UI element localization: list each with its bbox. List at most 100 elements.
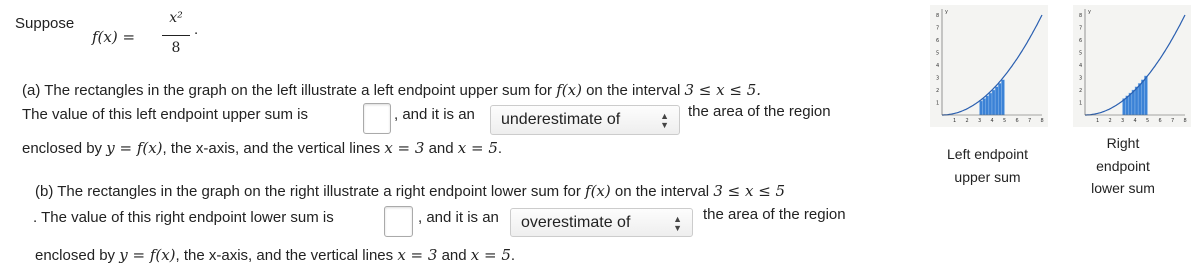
text: enclosed by: [22, 140, 107, 157]
part-a-line2-mid: , and it is an: [394, 106, 475, 123]
y-tick-label: 5: [1079, 51, 1082, 57]
y-tick-label: 1: [936, 101, 939, 107]
part-a-line2: The value of this left endpoint upper su…: [22, 106, 308, 123]
math: 3 ≤ x ≤ 5: [713, 182, 786, 200]
math: f(x): [585, 182, 611, 200]
text: and: [437, 247, 471, 264]
part-b-line2: . The value of this right endpoint lower…: [33, 209, 334, 226]
y-tick-label: 6: [1079, 38, 1082, 44]
text: , the x-axis, and the vertical lines: [162, 140, 385, 157]
sum-rectangle: [988, 92, 993, 116]
math: y = f(x): [106, 139, 163, 157]
caption-line: lower sum: [1091, 180, 1155, 196]
sum-rectangle: [1134, 86, 1139, 116]
graph-caption: Left endpoint upper sum: [925, 143, 1050, 188]
formula-lhs: f(x) =: [92, 28, 136, 46]
part-a-line1: (a) The rectangles in the graph on the l…: [22, 80, 761, 101]
x-tick-label: 3: [1121, 118, 1124, 124]
part-b-line1: (b) The rectangles in the graph on the r…: [35, 181, 785, 202]
math: x = 3: [384, 139, 425, 157]
sum-rectangle: [982, 98, 986, 116]
caption-line: Left endpoint: [947, 146, 1028, 162]
sum-rectangle: [1137, 83, 1142, 116]
formula-denominator: 8: [171, 40, 181, 56]
text: , the x-axis, and the vertical lines: [175, 247, 398, 264]
sum-rectangle: [998, 83, 1002, 116]
y-tick-label: 3: [936, 76, 939, 82]
math: y = f(x): [119, 246, 176, 264]
caption-line: Right: [1106, 135, 1140, 151]
y-tick-label: 8: [1079, 13, 1082, 19]
fraction-bar: [162, 35, 190, 36]
text: on the interval: [610, 183, 714, 200]
formula-end: .: [194, 21, 199, 38]
answer-input[interactable]: [384, 206, 413, 237]
x-tick-label: 2: [966, 118, 969, 124]
x-tick-label: 7: [1028, 118, 1031, 124]
part-b-line2-end: the area of the region: [703, 206, 846, 223]
y-tick-label: 3: [1079, 76, 1082, 82]
math: x = 3: [397, 246, 438, 264]
formula-numerator: x²: [169, 10, 183, 26]
text: and: [424, 140, 458, 157]
dropdown-arrows: ▲ ▼: [660, 111, 669, 130]
math: f(x): [556, 81, 582, 99]
text: .: [497, 140, 503, 157]
x-tick-label: 5: [1003, 118, 1006, 124]
x-tick-label: 5: [1146, 118, 1149, 124]
answer-input[interactable]: [363, 103, 391, 134]
x-tick-label: 1: [1096, 118, 1099, 124]
sum-rectangle: [991, 89, 996, 116]
x-tick-label: 6: [1159, 118, 1162, 124]
x-tick-label: 7: [1171, 118, 1174, 124]
y-tick-label: 2: [1079, 88, 1082, 94]
sum-rectangle: [1144, 75, 1148, 116]
y-tick-label: 4: [936, 63, 939, 69]
x-tick-label: 8: [1041, 118, 1044, 124]
math: x = 5: [470, 246, 511, 264]
sum-rectangle: [994, 86, 999, 116]
math: x = 5: [457, 139, 498, 157]
x-tick-label: 2: [1109, 118, 1112, 124]
part-b-line2-mid: , and it is an: [418, 209, 499, 226]
sum-rectangle: [979, 100, 983, 116]
dropdown[interactable]: overestimate of ▲ ▼: [510, 208, 693, 237]
sum-rectangle: [1001, 79, 1005, 116]
sum-rectangle: [1141, 79, 1145, 116]
curve: [942, 14, 1043, 116]
y-tick-label: 7: [936, 26, 939, 32]
y-tick-label: 2: [936, 88, 939, 94]
x-tick-label: 3: [978, 118, 981, 124]
dropdown[interactable]: underestimate of ▲ ▼: [490, 105, 680, 135]
part-a-line3: enclosed by y = f(x), the x-axis, and th…: [22, 138, 502, 159]
graph-thumbnail[interactable]: y 1 2 3 4 5 6 7 8 1 2 3 4 5 6 7 8: [1073, 5, 1191, 127]
text: (b) The rectangles in the graph on the r…: [35, 183, 586, 200]
x-tick-label: 1: [953, 118, 956, 124]
dropdown-value: overestimate of: [521, 214, 631, 231]
graph-thumbnail[interactable]: y 1 2 3 4 5 6 7 8 1 2 3 4 5 6 7 8: [930, 5, 1048, 127]
caption-line: upper sum: [954, 168, 1021, 185]
part-a-line2-end: the area of the region: [688, 103, 831, 120]
dropdown-arrows: ▲ ▼: [673, 214, 682, 233]
x-tick-label: 4: [991, 118, 994, 124]
text: (a) The rectangles in the graph on the l…: [22, 82, 557, 99]
axis-label: y: [1088, 9, 1091, 15]
dropdown-value: underestimate of: [501, 111, 621, 128]
y-tick-label: 4: [1079, 63, 1082, 69]
part-b-line3: enclosed by y = f(x), the x-axis, and th…: [35, 245, 515, 266]
y-tick-label: 7: [1079, 26, 1082, 32]
caption-line: endpoint: [1096, 157, 1150, 174]
y-tick-label: 1: [1079, 101, 1082, 107]
y-tick-label: 6: [936, 38, 939, 44]
text: .: [510, 247, 516, 264]
y-tick-label: 5: [936, 51, 939, 57]
axis-label: y: [945, 9, 948, 15]
x-tick-label: 4: [1134, 118, 1137, 124]
sum-rectangle: [1131, 89, 1136, 116]
text: on the interval: [581, 82, 685, 99]
x-tick-label: 8: [1184, 118, 1187, 124]
text: enclosed by: [35, 247, 120, 264]
x-tick-label: 6: [1016, 118, 1019, 124]
